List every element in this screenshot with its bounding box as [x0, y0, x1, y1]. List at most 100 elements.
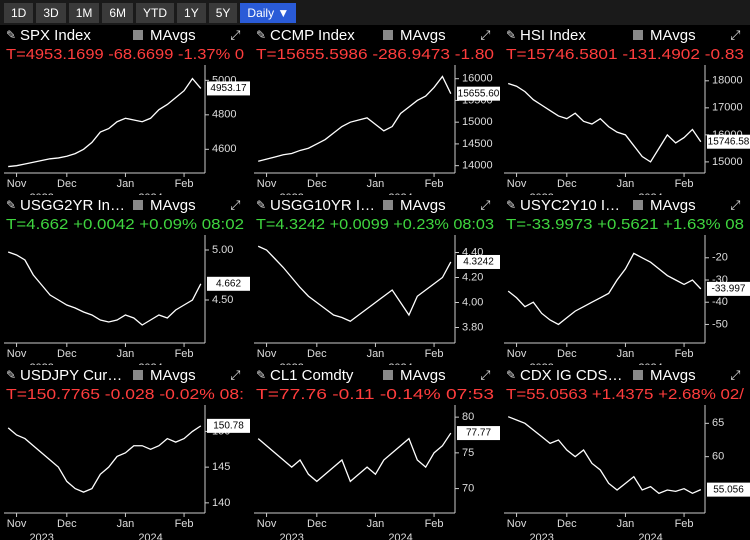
x-tick-label: Jan — [367, 178, 385, 190]
y-tick-label: 145 — [212, 461, 230, 473]
x-year-label: 2023 — [529, 532, 553, 540]
chart-title: USGG10YR I… — [270, 197, 375, 214]
range-button[interactable]: 1Y — [177, 2, 206, 23]
y-tick-label: 75 — [462, 447, 474, 459]
range-button[interactable]: 6M — [102, 2, 134, 23]
legend-label: MAvgs — [400, 367, 446, 384]
range-button[interactable]: 3D — [36, 2, 66, 23]
x-tick-label: Dec — [557, 348, 577, 360]
range-button[interactable]: YTD — [136, 2, 175, 23]
y-tick-label: 4800 — [212, 109, 236, 121]
expand-icon: ⤢ — [230, 197, 240, 212]
title-bar — [500, 365, 748, 385]
last-price-box — [457, 254, 500, 269]
range-button[interactable]: 1D — [4, 2, 34, 23]
last-price-box — [457, 86, 500, 101]
y-tick-label: 15000 — [712, 156, 743, 168]
legend-label: MAvgs — [400, 27, 446, 44]
pencil-icon: ✎ — [256, 28, 266, 42]
range-button[interactable]: 5Y — [208, 2, 238, 23]
x-tick-label: Jan — [117, 178, 135, 190]
last-price-label: 55.056 — [713, 484, 744, 495]
chart-title: HSI Index — [520, 27, 586, 44]
quote-line: T=4.3242 +0.0099 +0.23% 08:03 — [256, 216, 494, 233]
toolbar: 1D 3D 1M 6M YTD 1Y 5Y Daily ▼ — [0, 0, 750, 25]
title-bar — [250, 195, 498, 215]
x-tick-label: Jan — [117, 518, 135, 530]
expand-icon: ⤢ — [730, 27, 740, 42]
x-tick-label: Nov — [507, 518, 527, 530]
x-tick-label: Nov — [7, 178, 27, 190]
quote-line: T=4953.1699 -68.6699 -1.37% 0 — [6, 46, 244, 63]
x-tick-label: Feb — [175, 178, 194, 190]
x-year-label: 2023 — [279, 532, 303, 540]
y-tick-label: 60 — [712, 451, 724, 463]
legend-label: MAvgs — [150, 197, 196, 214]
last-price-box — [207, 418, 250, 433]
quote-line: T=15655.5986 -286.9473 -1.80 — [256, 46, 494, 63]
x-tick-label: Feb — [425, 348, 444, 360]
legend-swatch — [383, 30, 393, 40]
price-line — [257, 432, 452, 483]
legend-label: MAvgs — [150, 27, 196, 44]
legend-label: MAvgs — [650, 367, 696, 384]
price-line — [7, 251, 202, 326]
legend-swatch — [133, 370, 143, 380]
chart-title: SPX Index — [20, 27, 91, 44]
x-tick-label: Feb — [675, 518, 694, 530]
x-tick-label: Dec — [307, 178, 327, 190]
y-tick-label: 3.80 — [462, 321, 483, 333]
last-price-box — [707, 482, 750, 497]
chart-title: CL1 Comdty — [270, 367, 354, 384]
x-year-label: 2024 — [638, 532, 662, 540]
x-tick-label: Nov — [7, 518, 27, 530]
x-tick-label: Dec — [557, 518, 577, 530]
pencil-icon: ✎ — [506, 28, 516, 42]
x-tick-label: Nov — [257, 518, 277, 530]
y-tick-label: 15000 — [462, 116, 493, 128]
x-tick-label: Nov — [507, 178, 527, 190]
price-line — [7, 425, 202, 493]
legend-label: MAvgs — [650, 27, 696, 44]
title-bar — [0, 25, 248, 45]
title-bar — [250, 25, 498, 45]
y-tick-label: 70 — [462, 482, 474, 494]
legend-swatch — [133, 200, 143, 210]
range-button[interactable]: Daily ▼ — [240, 2, 297, 23]
title-bar — [0, 195, 248, 215]
expand-icon: ⤢ — [480, 27, 490, 42]
x-tick-label: Feb — [675, 348, 694, 360]
price-line — [507, 82, 702, 163]
y-tick-label: 80 — [462, 411, 474, 423]
y-tick-label: 16000 — [462, 73, 493, 85]
range-button[interactable]: 1M — [68, 2, 100, 23]
pencil-icon: ✎ — [6, 368, 16, 382]
y-tick-label: 4600 — [212, 143, 236, 155]
y-tick-label: -20 — [712, 252, 728, 264]
legend-swatch — [633, 200, 643, 210]
x-tick-label: Dec — [57, 348, 77, 360]
last-price-label: 4.662 — [216, 278, 241, 289]
y-tick-label: -50 — [712, 318, 728, 330]
price-line — [258, 75, 452, 162]
x-year-label: 2024 — [388, 532, 412, 540]
pencil-icon: ✎ — [6, 28, 16, 42]
y-tick-label: 5.00 — [212, 244, 233, 256]
legend-swatch — [383, 200, 393, 210]
quote-line: T=4.662 +0.0042 +0.09% 08:02 — [6, 216, 244, 233]
legend-swatch — [383, 370, 393, 380]
pencil-icon: ✎ — [256, 368, 266, 382]
last-price-label: -33.997 — [712, 284, 746, 295]
x-tick-label: Jan — [617, 348, 635, 360]
pencil-icon: ✎ — [6, 198, 16, 212]
x-tick-label: Dec — [307, 348, 327, 360]
y-tick-label: 14000 — [462, 160, 493, 172]
chart-title: USYC2Y10 I… — [520, 197, 620, 214]
x-tick-label: Feb — [175, 348, 194, 360]
quote-line: T=55.0563 +1.4375 +2.68% 02/ — [506, 386, 745, 403]
last-price-label: 15746.58 — [708, 136, 750, 147]
y-tick-label: 14500 — [462, 138, 493, 150]
x-tick-label: Dec — [307, 518, 327, 530]
x-tick-label: Dec — [557, 178, 577, 190]
